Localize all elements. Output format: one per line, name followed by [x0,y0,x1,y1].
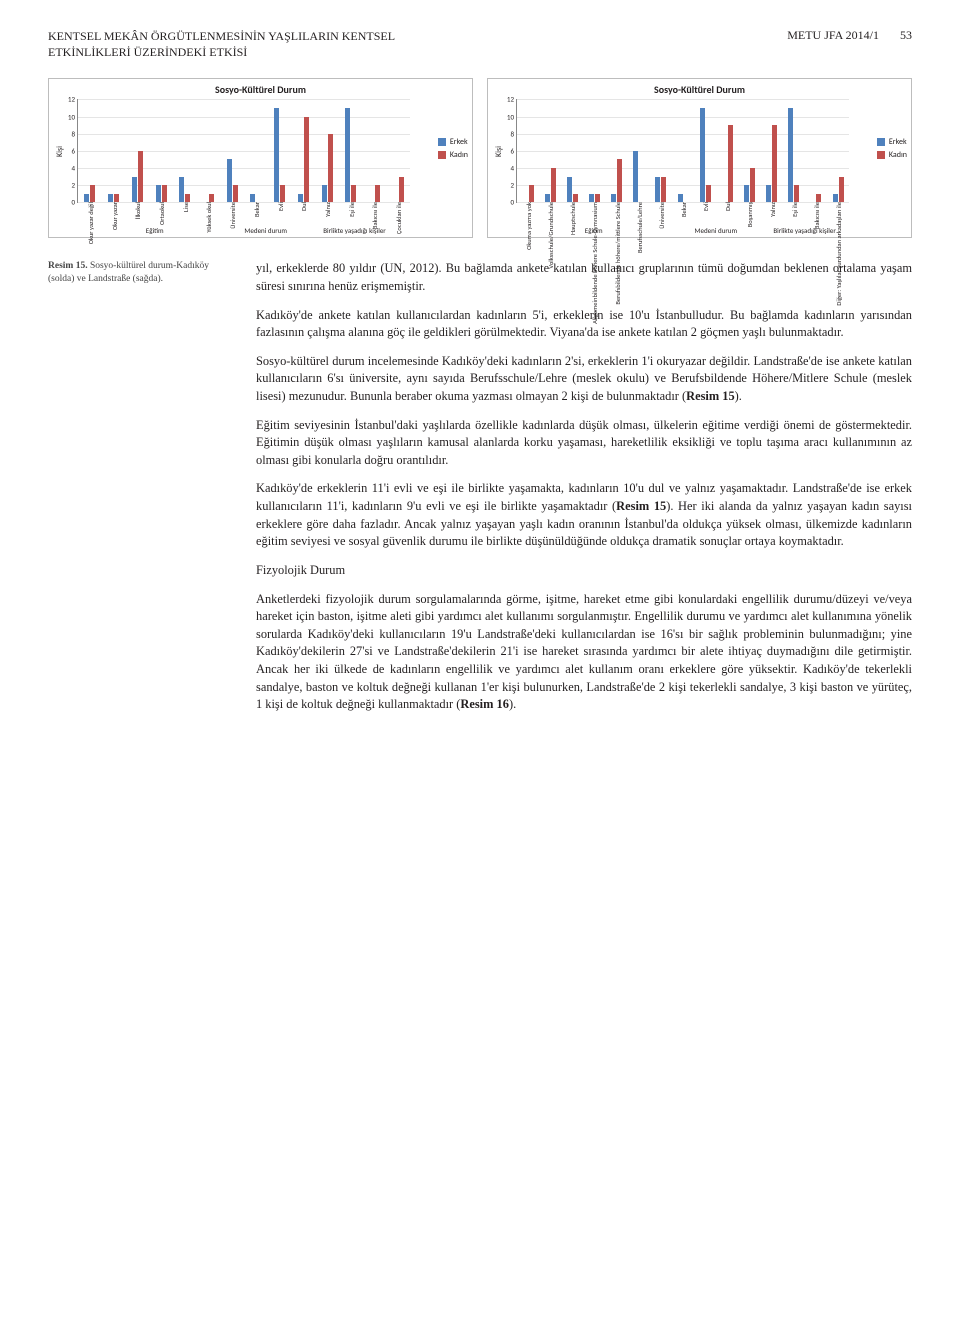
legend-swatch-female [877,151,885,159]
legend-swatch-male [877,138,885,146]
para-7: Anketlerdeki fizyolojik durum sorgulamal… [256,591,912,714]
legend-female: Kadın [877,150,907,160]
section-labels: EğitimMedeni durumBirlikte yaşadığı kişi… [77,226,410,235]
header-journal: METU JFA 2014/1 53 [787,28,912,43]
legend-male-label: Erkek [889,137,907,147]
page-number: 53 [900,28,912,42]
para-2: Kadıköy'de ankete katılan kullanıcılarda… [256,307,912,342]
caption-label: Resim 15. [48,261,88,271]
legend-swatch-female [438,151,446,159]
chart-landstrasse: Sosyo-Kültürel Durum Kişi 024681012Okuma… [487,78,912,238]
legend-male-label: Erkek [450,137,468,147]
chart-body: 024681012Okur yazar değilOkur yazarİlkok… [77,99,410,203]
y-axis-label: Kişi [55,146,65,157]
chart-title: Sosyo-Kültürel Durum [488,83,911,96]
legend-male: Erkek [877,137,907,147]
para-5: Kadıköy'de erkeklerin 11'i evli ve eşi i… [256,480,912,550]
charts-row: Sosyo-Kültürel Durum Kişi 024681012Okur … [48,78,912,238]
journal-name: METU JFA 2014/1 [787,28,879,42]
legend-female-label: Kadın [889,150,907,160]
legend-swatch-male [438,138,446,146]
para-3: Sosyo-kültürel durum incelemesinde Kadık… [256,353,912,406]
body-text: yıl, erkeklerde 80 yıldır (UN, 2012). Bu… [256,260,912,724]
chart-legend: Erkek Kadın [438,137,468,163]
chart-body: 024681012Okuma yazma yokVolksschule/Grun… [516,99,849,203]
legend-male: Erkek [438,137,468,147]
chart-kadikoy: Sosyo-Kültürel Durum Kişi 024681012Okur … [48,78,473,238]
para-6: Fizyolojik Durum [256,562,912,580]
y-axis-label: Kişi [494,146,504,157]
para-1: yıl, erkeklerde 80 yıldır (UN, 2012). Bu… [256,260,912,295]
chart-legend: Erkek Kadın [877,137,907,163]
section-labels: EğitimMedeni durumBirlikte yaşadığı kişi… [516,226,849,235]
figure-caption: Resim 15. Sosyo-kültürel durum-Kadıköy (… [48,260,234,724]
para-4: Eğitim seviyesinin İstanbul'daki yaşlıla… [256,417,912,470]
legend-female: Kadın [438,150,468,160]
header-title: KENTSEL MEKÂN ÖRGÜTLENMESİNİN YAŞLILARIN… [48,28,468,60]
page-header: KENTSEL MEKÂN ÖRGÜTLENMESİNİN YAŞLILARIN… [48,28,912,60]
chart-title: Sosyo-Kültürel Durum [49,83,472,96]
legend-female-label: Kadın [450,150,468,160]
